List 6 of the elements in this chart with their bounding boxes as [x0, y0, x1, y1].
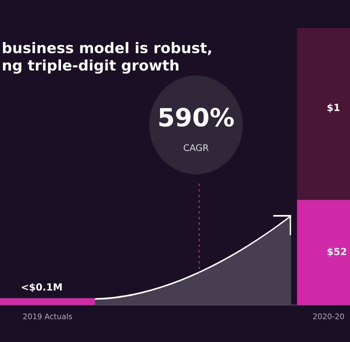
- annotation: CAGR: [184, 144, 209, 152]
- annotation: <$0.1M: [22, 283, 62, 292]
- annotation: 590%: [159, 108, 234, 127]
- annotation: $1: [327, 104, 340, 112]
- text: business model is robust, ng triple-digit growth: [2, 42, 212, 74]
- annotation: $52: [327, 248, 346, 256]
